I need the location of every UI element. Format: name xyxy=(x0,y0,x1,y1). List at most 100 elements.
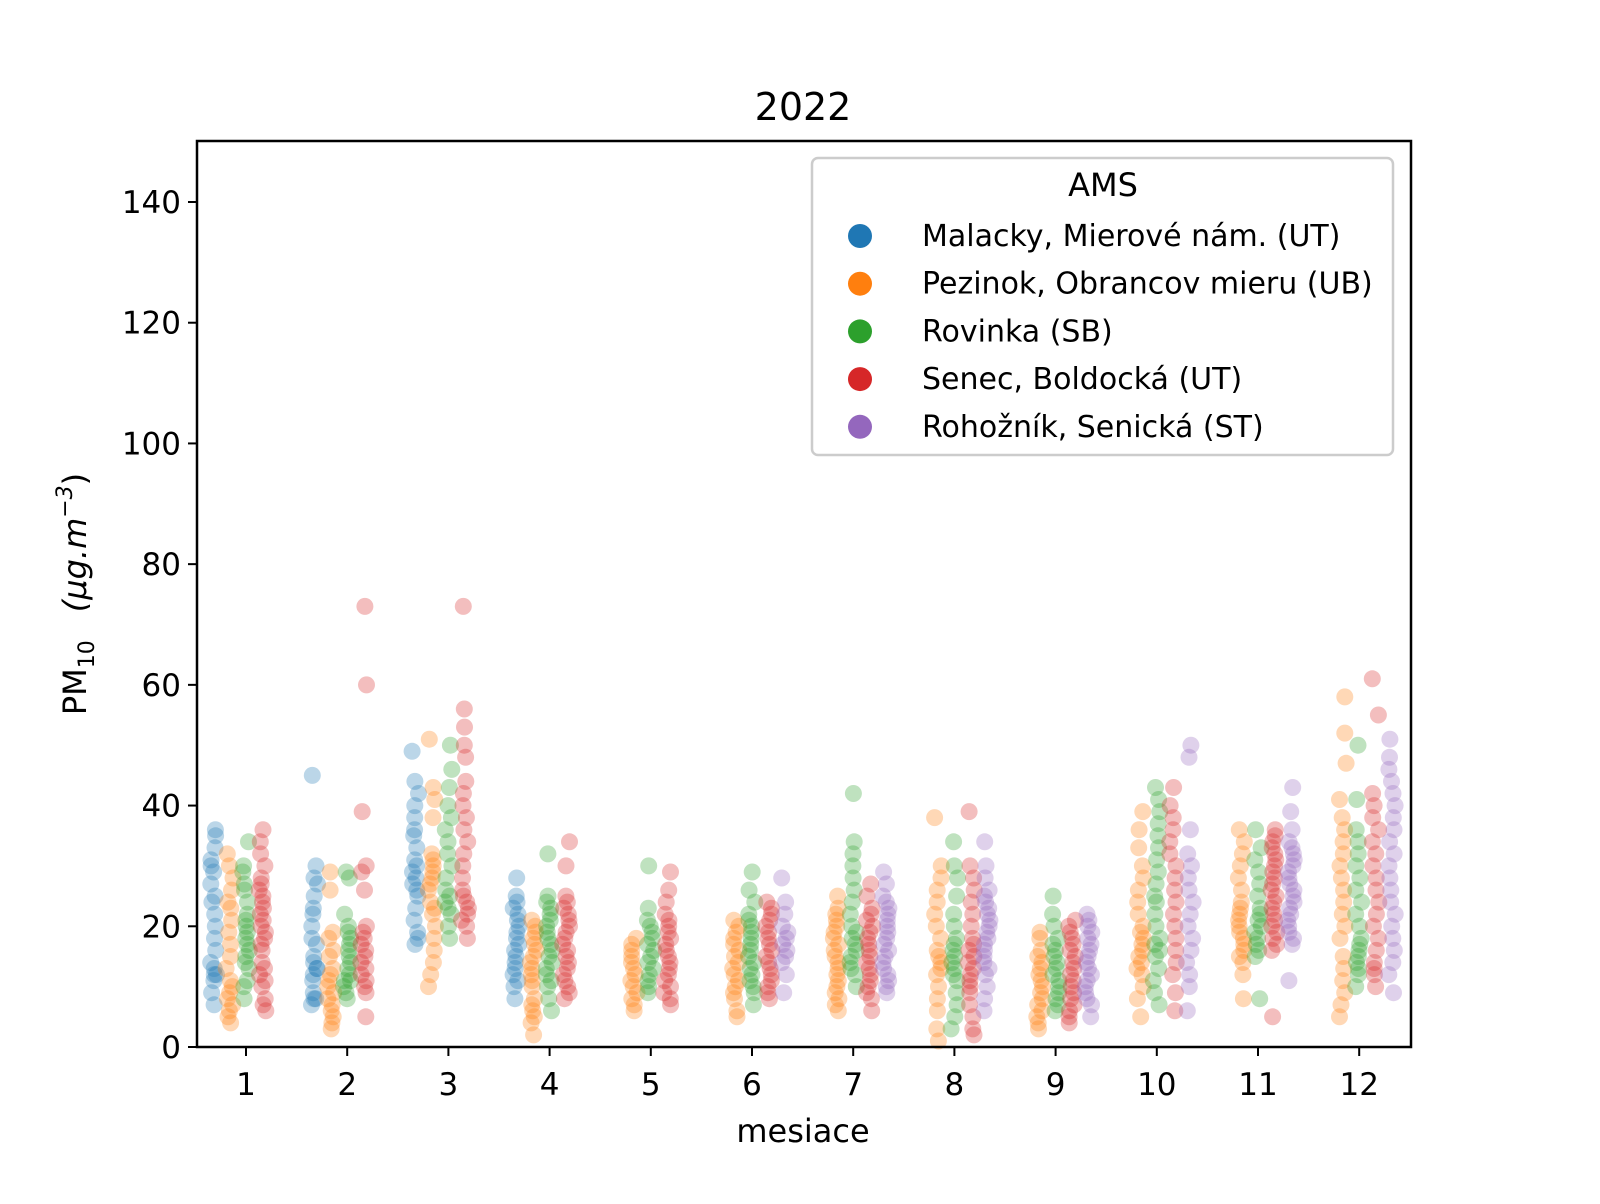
data-point xyxy=(559,978,577,996)
data-point xyxy=(406,851,424,869)
data-point xyxy=(1234,990,1252,1008)
data-point xyxy=(237,911,255,929)
data-point xyxy=(1229,869,1247,887)
data-point xyxy=(222,899,240,917)
data-point xyxy=(778,941,796,959)
data-point xyxy=(655,984,673,1002)
x-tick-label: 7 xyxy=(843,1067,863,1103)
data-point xyxy=(1134,803,1152,821)
data-point xyxy=(1033,1002,1051,1020)
data-point xyxy=(337,863,355,881)
data-point xyxy=(1348,954,1365,971)
data-point xyxy=(325,984,343,1002)
data-point xyxy=(1347,978,1365,996)
data-point xyxy=(253,954,271,971)
data-point xyxy=(320,972,338,990)
data-point xyxy=(1063,929,1081,947)
data-point xyxy=(1284,779,1302,796)
data-point xyxy=(979,929,997,947)
data-point xyxy=(640,857,658,875)
data-point xyxy=(841,954,859,971)
data-point xyxy=(560,911,578,929)
data-point xyxy=(844,785,862,802)
data-point xyxy=(1082,935,1100,953)
legend-marker xyxy=(848,271,872,296)
data-point xyxy=(1161,845,1179,863)
data-point xyxy=(661,954,679,971)
data-point xyxy=(540,948,558,965)
data-point xyxy=(1365,960,1383,977)
data-point xyxy=(1382,893,1400,911)
data-point xyxy=(1280,923,1298,941)
data-point xyxy=(1249,911,1267,929)
data-point xyxy=(1130,821,1148,839)
data-point xyxy=(320,929,338,947)
data-point xyxy=(830,935,848,953)
data-point xyxy=(538,966,555,984)
data-point xyxy=(408,857,426,875)
data-point xyxy=(960,941,978,959)
data-point xyxy=(558,960,576,977)
data-point xyxy=(776,905,794,923)
data-point xyxy=(307,857,325,875)
data-point xyxy=(844,869,862,887)
data-point xyxy=(256,857,274,875)
data-point xyxy=(774,935,792,953)
data-points xyxy=(202,597,1404,1050)
data-point xyxy=(256,929,274,947)
data-point xyxy=(1182,941,1200,959)
data-point xyxy=(1284,857,1302,875)
data-point xyxy=(1178,954,1196,971)
data-point xyxy=(424,857,442,875)
data-point xyxy=(730,972,747,990)
data-point xyxy=(506,960,524,977)
data-point xyxy=(932,857,950,875)
data-point xyxy=(408,881,426,899)
x-tick-label: 9 xyxy=(1046,1067,1066,1103)
data-point xyxy=(508,893,526,911)
data-point xyxy=(206,917,224,935)
data-point xyxy=(875,863,893,881)
data-point xyxy=(623,935,641,953)
data-point xyxy=(740,881,758,899)
data-point xyxy=(847,923,865,941)
data-point xyxy=(422,893,440,911)
data-point xyxy=(1266,857,1283,875)
data-point xyxy=(926,809,944,827)
data-point xyxy=(1267,851,1285,869)
data-point xyxy=(221,972,239,990)
data-point xyxy=(1032,972,1050,990)
data-point xyxy=(861,972,879,990)
data-point xyxy=(324,923,342,941)
y-axis: 0 20 40 60 80 100 120 140 xyxy=(122,185,197,1066)
data-point xyxy=(1166,881,1184,899)
data-point xyxy=(975,1002,993,1020)
data-point xyxy=(524,1002,542,1020)
data-point xyxy=(1385,984,1402,1002)
data-point xyxy=(726,990,743,1008)
data-point xyxy=(1365,954,1383,971)
data-point xyxy=(1336,688,1354,706)
data-point xyxy=(725,984,742,1002)
data-point xyxy=(1135,929,1152,947)
data-point xyxy=(625,960,642,977)
data-point xyxy=(424,809,442,827)
y-tick-label: 80 xyxy=(142,547,181,583)
data-point xyxy=(250,881,268,899)
data-point xyxy=(926,905,944,923)
data-point xyxy=(1045,917,1063,935)
data-point xyxy=(254,899,272,917)
data-point xyxy=(1044,887,1062,905)
data-point xyxy=(340,948,358,965)
data-point xyxy=(1050,978,1068,996)
data-point xyxy=(1265,905,1283,923)
legend-box xyxy=(810,156,1395,457)
data-point xyxy=(1184,929,1202,947)
data-point xyxy=(730,917,748,935)
data-point xyxy=(1386,905,1404,923)
data-point xyxy=(761,935,778,953)
data-point xyxy=(323,996,341,1014)
data-point xyxy=(880,899,898,917)
data-point xyxy=(1231,857,1249,875)
y-tick-label: 20 xyxy=(142,909,181,945)
